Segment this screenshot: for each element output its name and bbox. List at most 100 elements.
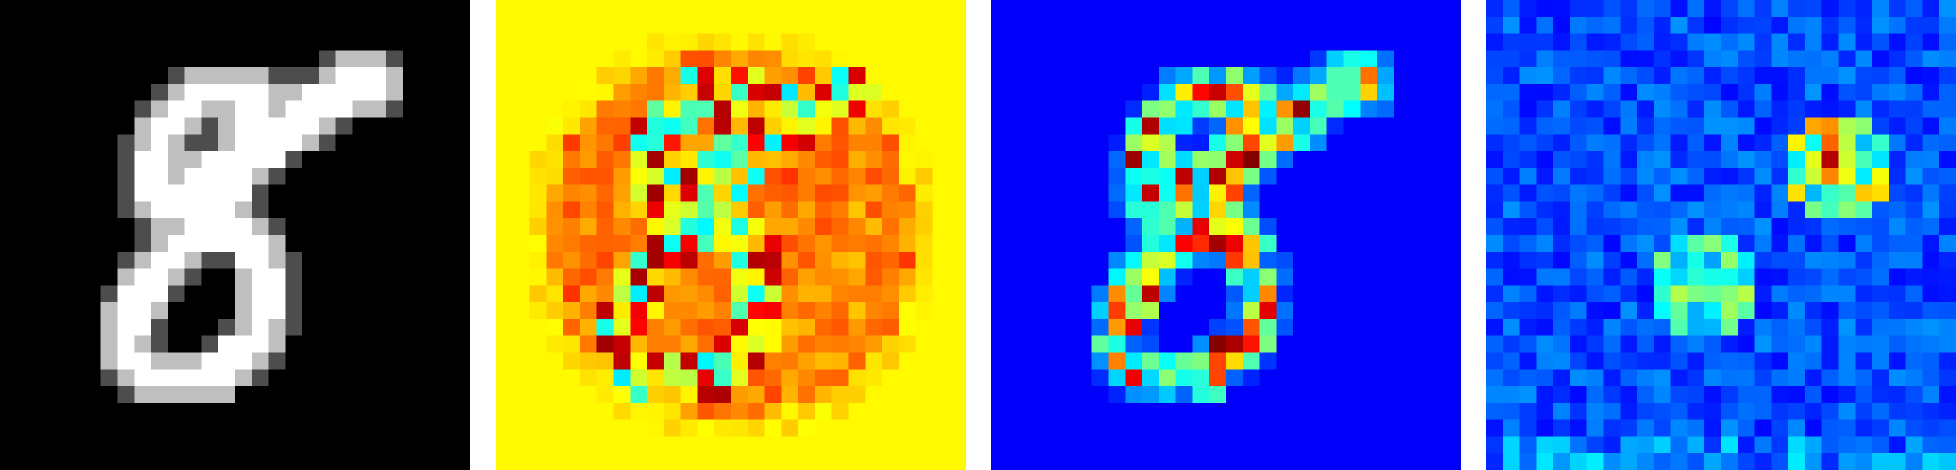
attribution-3-pixel (1704, 50, 1722, 68)
attribution-1-pixel (915, 318, 933, 337)
attribution-2-pixel (1293, 184, 1311, 202)
digit-pixel (318, 16, 337, 34)
attribution-1-pixel (680, 369, 698, 387)
attribution-3-pixel (1905, 134, 1923, 152)
digit-pixel (235, 134, 253, 152)
attribution-2-pixel (1091, 402, 1109, 420)
digit-pixel (184, 201, 202, 219)
attribution-3-pixel (1653, 419, 1671, 437)
digit-pixel (352, 335, 370, 353)
attribution-3-pixel (1704, 419, 1722, 437)
attribution-2-pixel (1108, 335, 1126, 353)
attribution-1-pixel (898, 453, 916, 470)
attribution-3-pixel (1905, 151, 1923, 169)
digit-pixel (0, 134, 18, 152)
digit-pixel (251, 16, 269, 34)
attribution-3-pixel (1788, 386, 1806, 404)
attribution-1-pixel (630, 302, 648, 320)
digit-pixel (369, 318, 387, 337)
attribution-2-pixel (1058, 369, 1076, 387)
attribution-1-pixel (848, 67, 866, 85)
attribution-1-pixel (747, 117, 765, 135)
attribution-2-pixel (1142, 134, 1160, 152)
attribution-1-pixel (496, 352, 514, 370)
digit-pixel (67, 33, 85, 51)
attribution-3-pixel (1620, 201, 1638, 219)
attribution-3-pixel (1737, 67, 1755, 85)
attribution-1-pixel (663, 218, 681, 236)
attribution-1-pixel (647, 352, 665, 370)
digit-pixel (67, 16, 85, 34)
attribution-2-pixel (1091, 352, 1109, 370)
attribution-3-pixel (1502, 419, 1520, 437)
attribution-1-pixel (798, 33, 816, 51)
attribution-3-pixel (1905, 335, 1923, 353)
digit-pixel (436, 100, 454, 118)
digit-pixel (251, 184, 269, 202)
digit-pixel (201, 285, 219, 303)
digit-pixel (117, 402, 135, 420)
attribution-2-pixel (1276, 419, 1294, 437)
digit-pixel (0, 235, 18, 253)
attribution-1-pixel (865, 318, 883, 337)
attribution-2-pixel (1058, 184, 1076, 202)
digit-pixel (16, 83, 34, 102)
attribution-1-pixel (714, 0, 732, 18)
attribution-1-pixel (764, 134, 782, 152)
digit-pixel (201, 352, 219, 370)
attribution-2-pixel (1158, 235, 1176, 253)
attribution-1-pixel (781, 235, 799, 253)
attribution-1-pixel (630, 386, 648, 404)
digit-pixel (436, 151, 454, 169)
attribution-2-pixel (1276, 16, 1294, 34)
attribution-3-pixel (1737, 251, 1755, 269)
attribution-1-pixel (949, 0, 966, 18)
attribution-1-pixel (831, 369, 849, 387)
attribution-1-pixel (512, 218, 530, 236)
attribution-2-pixel (1007, 318, 1025, 337)
attribution-2-pixel (1259, 386, 1277, 404)
attribution-1-pixel (563, 268, 581, 286)
digit-pixel (235, 184, 253, 202)
attribution-1-pixel (798, 436, 816, 454)
digit-pixel (50, 151, 68, 169)
attribution-1-pixel (932, 167, 950, 185)
attribution-3-pixel (1603, 436, 1621, 454)
digit-pixel (117, 167, 135, 185)
attribution-1-pixel (663, 402, 681, 420)
attribution-1-pixel (697, 268, 715, 286)
digit-pixel (134, 67, 152, 85)
attribution-2-pixel (1074, 83, 1093, 102)
digit-pixel (151, 352, 169, 370)
attribution-3-pixel (1519, 167, 1537, 185)
attribution-1-pixel (814, 318, 833, 337)
attribution-1-pixel (814, 67, 833, 85)
digit-pixel (151, 201, 169, 219)
attribution-2-pixel (1276, 335, 1294, 353)
attribution-1-pixel (747, 50, 765, 68)
attribution-1-pixel (546, 50, 564, 68)
digit-pixel (318, 268, 337, 286)
attribution-3-pixel (1788, 235, 1806, 253)
attribution-1-pixel (915, 453, 933, 470)
attribution-1-pixel (882, 134, 900, 152)
digit-pixel (184, 100, 202, 118)
attribution-2-pixel (1427, 268, 1445, 286)
attribution-1-pixel (596, 386, 614, 404)
attribution-1-pixel (814, 100, 833, 118)
digit-pixel (419, 235, 437, 253)
attribution-1-pixel (781, 167, 799, 185)
digit-pixel (402, 201, 420, 219)
attribution-3-pixel (1536, 117, 1554, 135)
attribution-1-pixel (949, 67, 966, 85)
attribution-3-pixel (1553, 402, 1571, 420)
attribution-2-pixel (1326, 352, 1344, 370)
attribution-1-pixel (764, 100, 782, 118)
attribution-2-pixel (1125, 335, 1143, 353)
attribution-2-pixel (1125, 436, 1143, 454)
digit-pixel (33, 218, 51, 236)
attribution-2-pixel (1209, 251, 1227, 269)
digit-pixel (134, 16, 152, 34)
attribution-3-pixel (1721, 16, 1739, 34)
digit-pixel (318, 285, 337, 303)
